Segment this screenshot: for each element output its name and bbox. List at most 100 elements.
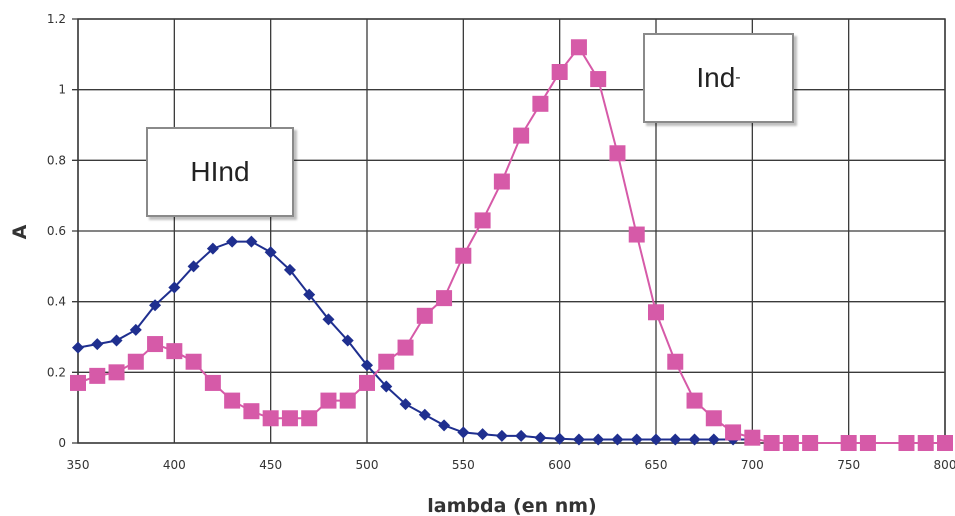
data-point-diamond	[380, 380, 393, 393]
x-tick-label: 700	[741, 458, 764, 472]
data-point-square	[416, 307, 433, 324]
x-tick-labels: 350 400 450 500 550 600 650 700 750 800	[67, 458, 955, 472]
data-point-diamond	[457, 426, 470, 439]
data-point-square	[262, 410, 279, 427]
y-tick-label: 0	[58, 436, 66, 450]
data-point-diamond	[187, 260, 200, 273]
data-point-diamond	[688, 433, 701, 446]
x-tick-label: 650	[645, 458, 668, 472]
hind-annotation-box: HInd	[146, 127, 294, 217]
data-point-diamond	[341, 334, 354, 347]
data-point-square	[147, 336, 164, 353]
data-point-square	[108, 364, 125, 381]
data-point-square	[590, 71, 607, 88]
y-tick-label: 0.8	[47, 153, 66, 167]
y-tick-labels: 0 0.2 0.4 0.6 0.8 1 1.2	[47, 12, 66, 450]
y-tick-label: 1	[58, 83, 66, 97]
series-layer	[70, 39, 953, 451]
data-point-square	[224, 392, 241, 409]
data-point-diamond	[438, 419, 451, 432]
data-point-diamond	[283, 263, 296, 276]
data-point-square	[70, 374, 86, 391]
y-tick-label: 0.6	[47, 224, 66, 238]
data-point-diamond	[476, 428, 489, 441]
x-tick-label: 600	[548, 458, 571, 472]
data-point-diamond	[592, 433, 605, 446]
data-point-square	[648, 304, 664, 321]
data-point-square	[320, 392, 337, 409]
data-point-diamond	[650, 433, 662, 446]
data-point-square	[89, 367, 106, 384]
data-point-square	[455, 247, 472, 264]
x-axis-label: lambda (en nm)	[427, 495, 597, 516]
data-point-square	[744, 429, 761, 446]
x-tick-label: 400	[163, 458, 186, 472]
data-point-diamond	[707, 433, 720, 446]
data-point-diamond	[72, 341, 84, 354]
y-tick-label: 1.2	[47, 12, 66, 26]
data-point-square	[281, 410, 298, 427]
y-tick-label: 0.2	[47, 365, 66, 379]
data-point-diamond	[91, 338, 104, 351]
data-point-diamond	[110, 334, 123, 347]
data-point-square	[474, 212, 491, 229]
y-tick-label: 0.4	[47, 295, 66, 309]
data-point-square	[763, 435, 780, 451]
data-point-square	[436, 290, 453, 307]
data-point-diamond	[418, 408, 431, 421]
data-point-diamond	[129, 323, 142, 336]
data-point-square	[204, 374, 221, 391]
data-point-diamond	[149, 299, 162, 312]
data-point-square	[359, 374, 375, 391]
x-tick-label: 800	[934, 458, 955, 472]
data-point-diamond	[515, 429, 528, 442]
data-point-square	[705, 410, 722, 427]
data-point-square	[725, 424, 742, 441]
data-point-diamond	[303, 288, 316, 301]
data-point-diamond	[553, 432, 566, 445]
series-hind	[72, 235, 759, 446]
data-point-square	[301, 410, 318, 427]
data-point-square	[243, 403, 260, 420]
data-point-diamond	[168, 281, 181, 294]
ind-annotation-box: Ind -	[643, 33, 794, 123]
data-point-square	[493, 173, 510, 190]
data-point-diamond	[495, 429, 508, 442]
data-point-diamond	[534, 431, 547, 444]
data-point-square	[609, 145, 626, 162]
x-tick-label: 500	[356, 458, 379, 472]
data-point-diamond	[399, 398, 412, 411]
data-point-square	[802, 435, 819, 451]
data-point-square	[532, 95, 549, 112]
data-point-square	[127, 353, 144, 370]
data-point-diamond	[361, 359, 373, 372]
data-point-diamond	[322, 313, 335, 326]
data-point-diamond	[206, 242, 219, 255]
x-tick-label: 450	[259, 458, 282, 472]
y-axis-label: A	[9, 224, 31, 239]
data-point-square	[570, 39, 587, 56]
data-point-diamond	[226, 235, 239, 248]
data-point-diamond	[611, 433, 624, 446]
data-point-square	[551, 64, 568, 80]
x-tick-label: 750	[837, 458, 860, 472]
data-point-square	[937, 435, 953, 451]
chart-grid	[72, 18, 946, 444]
data-point-square	[378, 353, 395, 370]
x-tick-label: 550	[452, 458, 475, 472]
data-point-diamond	[264, 246, 277, 259]
data-point-diamond	[245, 235, 258, 248]
data-point-square	[185, 353, 202, 370]
series-ind	[70, 39, 953, 451]
data-point-diamond	[630, 433, 643, 446]
data-point-diamond	[669, 433, 682, 446]
x-tick-label: 350	[67, 458, 90, 472]
data-point-square	[166, 343, 183, 360]
data-point-square	[840, 435, 857, 451]
data-point-square	[782, 435, 799, 451]
data-point-square	[397, 339, 414, 356]
data-point-square	[917, 435, 934, 451]
ind-annotation-text: Ind	[696, 62, 736, 93]
hind-annotation-text: HInd	[190, 156, 250, 187]
